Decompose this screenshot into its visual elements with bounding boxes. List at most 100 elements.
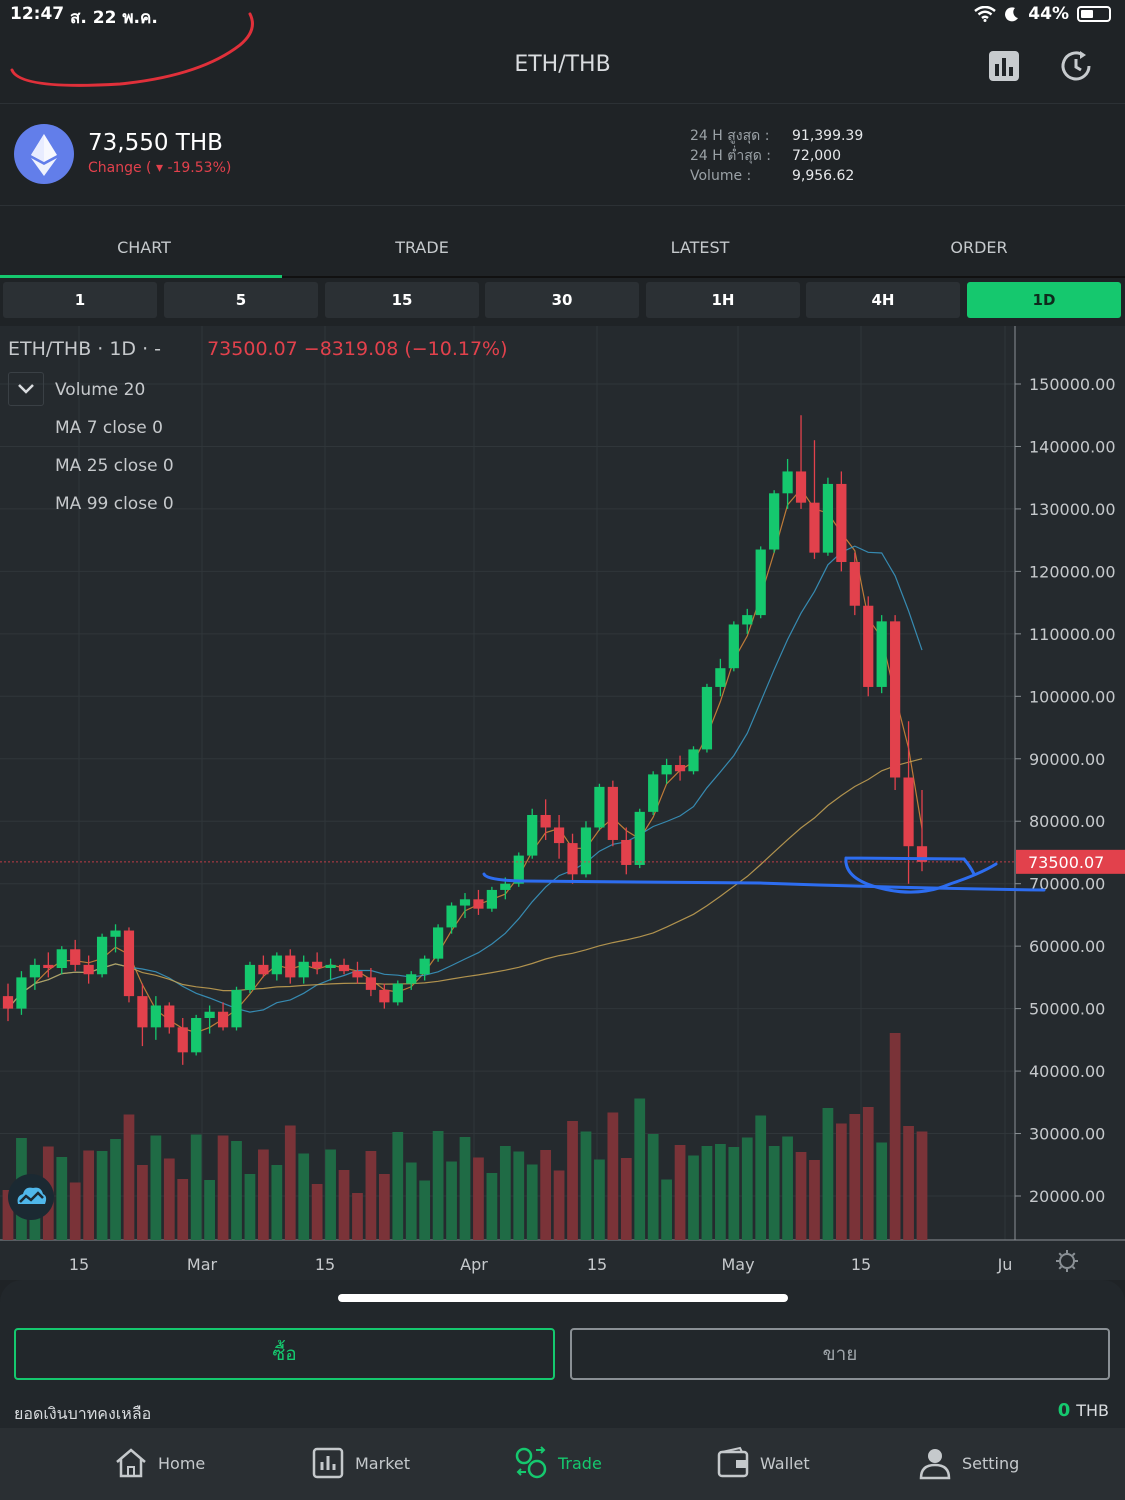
interval-5[interactable]: 5 [164,282,318,318]
volume-bar [903,1126,914,1240]
legend-symbol: ETH/THB · 1D · - [8,338,162,360]
status-right: 44% [974,4,1111,24]
candle-body [392,983,403,1003]
volume-bar [526,1164,538,1240]
volume-bar [634,1098,646,1240]
volume-bar [889,1033,901,1240]
nav-bar: ETH/THB [0,32,1125,104]
candle-body [849,562,860,606]
candle-body [553,827,565,844]
indicator-ma7[interactable]: MA 7 close 0 [55,418,163,438]
candle-body [621,839,632,865]
candle-body [446,905,457,928]
candle-body [419,958,430,975]
volume-bar [674,1145,686,1240]
tab-chart[interactable]: CHART [117,238,171,257]
candle-body [96,936,108,975]
nav-setting[interactable]: Setting [918,1446,1019,1480]
candle-body [56,949,67,969]
interval-1h[interactable]: 1H [646,282,800,318]
volume-bar [647,1134,659,1240]
time-tick-label: 15 [69,1255,89,1274]
candle-body [150,1005,161,1028]
price-tick-label: 90000.00 [1029,750,1105,769]
sell-button[interactable]: ขาย [570,1328,1110,1380]
tab-latest[interactable]: LATEST [670,238,730,257]
tradingview-badge[interactable] [8,1174,54,1220]
annotation-red-stroke [10,12,254,87]
tab-bar: CHART TRADE LATEST ORDER [0,224,1125,278]
candle-body [567,843,578,875]
price-chart[interactable]: 150000.00 140000.00 130000.00 120000.00 1100… [0,326,1125,1280]
volume-bar [110,1139,121,1240]
time-tick-label: Ju [997,1255,1013,1274]
indicator-ma99[interactable]: MA 99 close 0 [55,494,174,514]
candle-body [876,621,887,687]
refresh-icon[interactable] [1058,48,1094,84]
time-tick-label: May [721,1255,754,1274]
volume-bar [620,1158,632,1240]
candle-body [809,502,820,553]
volume-bar [876,1142,888,1240]
nav-trade[interactable]: Trade [514,1446,602,1480]
wallet-icon [717,1446,749,1478]
candle-body [863,605,874,687]
price-change: Change ( ▾ -19.53%) [88,160,232,176]
gear-icon [1056,1250,1078,1272]
volume-bar [715,1144,726,1240]
candle-body [70,949,81,965]
candle-body [782,471,793,494]
price-tick-label: 50000.00 [1029,1000,1105,1019]
chevron-down-icon [18,384,34,394]
candle-body [204,1011,215,1018]
interval-4h[interactable]: 4H [806,282,960,318]
price-tick-label: 30000.00 [1029,1125,1105,1144]
candle-body [123,930,135,997]
interval-1[interactable]: 1 [3,282,157,318]
candle-body [513,855,524,884]
indicator-volume[interactable]: Volume 20 [55,380,146,400]
tab-trade[interactable]: TRADE [395,238,449,257]
tab-order[interactable]: ORDER [950,238,1008,257]
candle-body [271,955,282,975]
annotation-circle [844,856,998,894]
candle-body [406,974,417,984]
candle-body [244,964,256,990]
candle-body [29,964,40,978]
interval-1d[interactable]: 1D [967,282,1121,318]
candlestick-chart[interactable]: 150000.00 140000.00 130000.00 120000.00 1100… [0,326,1125,1280]
candle-body [325,964,336,969]
interval-15[interactable]: 15 [325,282,479,318]
volume-bar [419,1180,431,1240]
volume-bar [365,1151,377,1240]
annotation-support-line [482,872,1046,892]
candle-body [728,624,739,669]
volume-bar [862,1107,874,1240]
candle-body [177,1027,188,1053]
volume-bar [69,1182,81,1240]
collapse-indicators-button[interactable] [8,372,44,406]
nav-market[interactable]: Market [311,1446,410,1480]
volume-bar [835,1123,847,1240]
price-tick-label: 100000.00 [1029,687,1116,706]
volume-bar [661,1179,672,1240]
home-icon [116,1448,146,1478]
volume-bar [204,1180,215,1240]
sheet-handle[interactable] [338,1294,788,1302]
volume-bar [150,1135,162,1240]
candle-body [285,955,296,978]
volume-bar [822,1108,834,1240]
ticker-stats: 24 H สูงสุด :91,399.39 24 H ต่ำสุด :72,0… [690,126,863,186]
buy-button[interactable]: ซื้อ [14,1328,555,1380]
volume-bar [916,1131,928,1240]
volume-bar [432,1131,444,1240]
interval-30[interactable]: 30 [485,282,639,318]
nav-wallet[interactable]: Wallet [716,1446,810,1480]
volume-bar [701,1146,713,1240]
chart-type-icon[interactable] [986,48,1022,84]
indicator-ma25[interactable]: MA 25 close 0 [55,456,174,476]
candle-body [459,899,471,906]
volume-bar [607,1112,619,1240]
nav-home[interactable]: Home [114,1446,205,1480]
volume-bar [688,1155,699,1240]
